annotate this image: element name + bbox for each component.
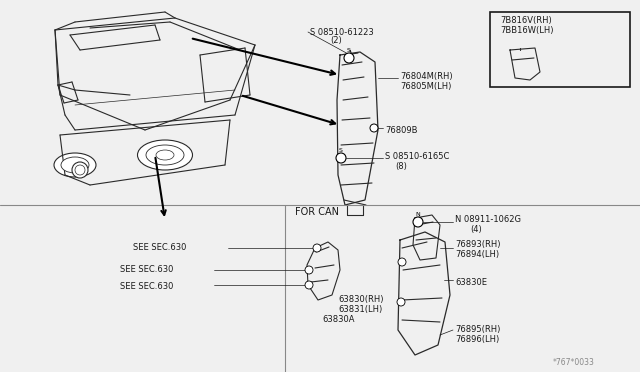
Circle shape	[72, 162, 88, 178]
Text: 76804M(RH): 76804M(RH)	[400, 72, 452, 81]
Text: 63830A: 63830A	[322, 315, 355, 324]
Text: S: S	[347, 48, 351, 53]
Text: 7BB16W(LH): 7BB16W(LH)	[500, 26, 554, 35]
Text: 76896(LH): 76896(LH)	[455, 335, 499, 344]
Text: (4): (4)	[470, 225, 482, 234]
Text: 63830(RH): 63830(RH)	[338, 295, 383, 304]
Text: N 08911-1062G: N 08911-1062G	[455, 215, 521, 224]
Text: SEE SEC.630: SEE SEC.630	[120, 265, 173, 274]
Text: 76893(RH): 76893(RH)	[455, 240, 500, 249]
Text: 76895(RH): 76895(RH)	[455, 325, 500, 334]
Bar	[490, 12, 630, 87]
Text: (8): (8)	[395, 162, 407, 171]
Text: FOR CAN: FOR CAN	[295, 207, 339, 217]
Text: S: S	[339, 148, 343, 153]
Circle shape	[397, 298, 405, 306]
Circle shape	[336, 153, 346, 163]
Text: 63830E: 63830E	[455, 278, 487, 287]
Text: S 08510-61223: S 08510-61223	[310, 28, 374, 37]
Circle shape	[305, 281, 313, 289]
Text: 7B816V(RH): 7B816V(RH)	[500, 16, 552, 25]
Text: *767*0033: *767*0033	[553, 358, 595, 367]
Text: 76809B: 76809B	[385, 126, 417, 135]
Text: N: N	[415, 212, 420, 217]
Circle shape	[75, 165, 85, 175]
Text: 63831(LH): 63831(LH)	[338, 305, 382, 314]
Circle shape	[413, 217, 423, 227]
Ellipse shape	[138, 140, 193, 170]
Text: SEE SEC.630: SEE SEC.630	[120, 282, 173, 291]
Text: SEE SEC.630: SEE SEC.630	[133, 243, 186, 252]
Ellipse shape	[61, 157, 89, 173]
Circle shape	[305, 266, 313, 274]
Ellipse shape	[54, 153, 96, 177]
Text: S 08510-6165C: S 08510-6165C	[385, 152, 449, 161]
Circle shape	[344, 53, 354, 63]
Text: 76894(LH): 76894(LH)	[455, 250, 499, 259]
Ellipse shape	[156, 150, 174, 160]
Text: (2): (2)	[330, 36, 342, 45]
Circle shape	[313, 244, 321, 252]
Ellipse shape	[146, 145, 184, 165]
Text: 76805M(LH): 76805M(LH)	[400, 82, 451, 91]
Circle shape	[398, 258, 406, 266]
Circle shape	[370, 124, 378, 132]
